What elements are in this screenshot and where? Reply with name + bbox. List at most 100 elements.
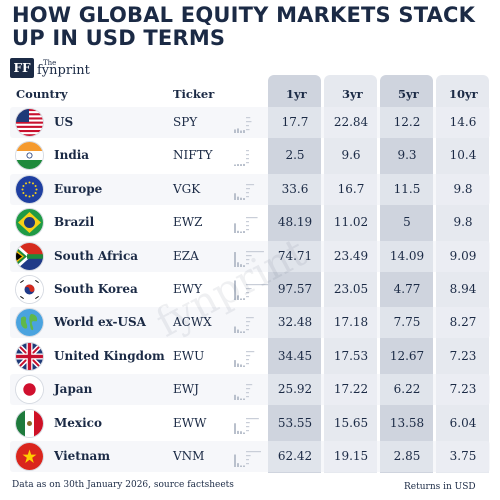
- mini-bar-y5: [240, 130, 242, 133]
- mini-line-y5: [246, 325, 249, 327]
- return-y3: 23.05: [333, 282, 369, 296]
- mini-line-y10: [246, 162, 249, 164]
- header-3yr: 3yr: [342, 87, 363, 101]
- mini-bar-y5: [240, 231, 242, 233]
- mini-bar-y1: [234, 223, 236, 233]
- table-row: Vietnam VNM 62.42 19.15 2.85 3.75: [10, 441, 490, 472]
- mini-bar-y3: [237, 463, 239, 467]
- mini-line-y3: [246, 455, 251, 457]
- return-y10: 9.8: [453, 182, 473, 196]
- mini-bar-y10: [243, 432, 245, 434]
- return-y10: 7.23: [449, 349, 477, 363]
- return-y3: 17.53: [333, 349, 369, 363]
- mini-bar-y5: [240, 298, 242, 300]
- mini-line-y1: [246, 150, 249, 152]
- mini-bar-y1: [234, 129, 236, 133]
- mini-line-y10: [246, 263, 249, 265]
- mini-line-y1: [246, 317, 254, 319]
- return-y3: 9.6: [341, 148, 361, 162]
- return-y1: 48.19: [277, 215, 313, 229]
- mini-line-y1: [246, 117, 251, 119]
- header-1yr: 1yr: [286, 87, 307, 101]
- mini-line-y3: [246, 388, 251, 390]
- chart-title: HOW GLOBAL EQUITY MARKETS STACK UP IN US…: [12, 3, 476, 50]
- brand-logo: FF The fynprint: [10, 58, 90, 78]
- table-row: Europe VGK 33.6 16.7 11.5 9.8: [10, 174, 490, 205]
- mini-bar-chart: [234, 251, 264, 267]
- country-name: Japan: [54, 382, 93, 396]
- return-y10: 10.4: [449, 148, 477, 162]
- row-background: [10, 374, 490, 405]
- mini-line-y5: [246, 225, 249, 227]
- mini-bar-y3: [237, 430, 239, 434]
- table-row: US SPY 17.7 22.84 12.2 14.6: [10, 107, 490, 138]
- row-background: [10, 307, 490, 338]
- table-row: India NIFTY 2.5 9.6 9.3 10.4: [10, 140, 490, 171]
- country-name: Europe: [54, 182, 103, 196]
- mini-line-y1: [246, 451, 261, 453]
- header-ticker: Ticker: [173, 87, 215, 101]
- return-y1: 33.6: [281, 182, 309, 196]
- mini-bar-y5: [240, 364, 242, 367]
- table-row: United Kingdom EWU 34.45 17.53 12.67 7.23: [10, 341, 490, 372]
- mini-line-y10: [246, 430, 249, 432]
- mini-line-y5: [246, 459, 249, 461]
- ticker-symbol: EWY: [173, 282, 203, 296]
- mini-line-y10: [246, 329, 249, 331]
- return-y5: 6.22: [393, 382, 421, 396]
- return-y3: 16.7: [337, 182, 365, 196]
- ticker-symbol: EWW: [173, 416, 207, 430]
- mini-line-y3: [246, 154, 249, 156]
- south-korea-flag-icon: [16, 276, 43, 303]
- table-row: South Korea EWY 97.57 23.05 4.77 8.94: [10, 274, 490, 305]
- mini-bar-y3: [237, 396, 239, 400]
- mini-line-y5: [246, 158, 249, 160]
- ticker-symbol: SPY: [173, 115, 198, 129]
- return-y1: 34.45: [277, 349, 313, 363]
- mini-line-y10: [246, 129, 250, 131]
- country-name: Brazil: [54, 215, 95, 229]
- brand-mark-icon: FF: [10, 58, 34, 78]
- mini-line-y3: [246, 288, 252, 290]
- return-y3: 17.18: [333, 315, 369, 329]
- return-y5: 2.85: [393, 449, 421, 463]
- return-y5: 13.58: [389, 416, 425, 430]
- mini-line-y5: [246, 125, 249, 127]
- mini-bar-y1: [234, 326, 236, 333]
- mini-bar-y10: [243, 265, 245, 267]
- mini-bar-y5: [240, 264, 242, 267]
- return-y10: 8.27: [449, 315, 477, 329]
- mini-line-y10: [246, 229, 249, 231]
- mini-line-y3: [246, 188, 251, 190]
- mini-line-y10: [246, 463, 249, 465]
- us-flag-icon: [16, 109, 43, 136]
- return-y3: 22.84: [333, 115, 369, 129]
- mini-line-y3: [246, 321, 251, 323]
- ticker-symbol: VNM: [173, 449, 205, 463]
- mini-line-y3: [246, 355, 251, 357]
- brand-name: fynprint: [37, 63, 90, 78]
- mini-bar-chart: [234, 451, 261, 467]
- return-y3: 15.65: [333, 416, 369, 430]
- mexico-flag-icon: [16, 410, 43, 437]
- table-row: Brazil EWZ 48.19 11.02 5 9.8: [10, 207, 490, 238]
- return-y5: 12.67: [389, 349, 425, 363]
- country-name: Vietnam: [54, 449, 111, 463]
- footer-note: Data as on 30th January 2026, source fac…: [12, 480, 234, 490]
- mini-bar-y5: [240, 398, 242, 400]
- mini-bar-y10: [243, 465, 245, 467]
- table-row: Mexico EWW 53.55 15.65 13.58 6.04: [10, 408, 490, 439]
- mini-bar-y1: [234, 193, 236, 200]
- ticker-symbol: NIFTY: [173, 148, 213, 162]
- mini-bar-y5: [240, 164, 242, 166]
- return-y3: 23.49: [333, 249, 369, 263]
- country-name: South Africa: [54, 249, 139, 263]
- return-y1: 97.57: [277, 282, 313, 296]
- mini-bar-chart: [234, 384, 253, 400]
- mini-line-y1: [246, 351, 255, 353]
- row-background: [10, 441, 490, 472]
- mini-bar-y1: [234, 164, 236, 166]
- mini-line-y10: [246, 196, 249, 198]
- mini-bar-y3: [237, 262, 239, 267]
- mini-bar-chart: [234, 351, 255, 367]
